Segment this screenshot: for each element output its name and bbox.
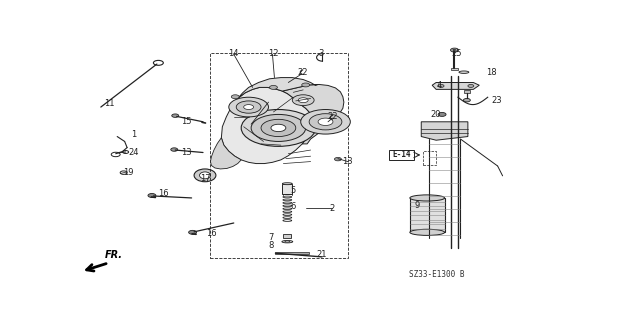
Text: 4: 4 — [436, 81, 442, 90]
Bar — [275, 252, 309, 255]
Text: 13: 13 — [342, 157, 353, 166]
Ellipse shape — [459, 71, 469, 73]
Polygon shape — [221, 87, 313, 164]
Circle shape — [301, 83, 310, 87]
Circle shape — [309, 114, 342, 130]
Circle shape — [298, 98, 308, 103]
Text: 18: 18 — [486, 68, 497, 77]
Polygon shape — [237, 78, 318, 99]
Ellipse shape — [200, 172, 211, 179]
Bar — [464, 90, 470, 93]
Text: 13: 13 — [181, 148, 192, 157]
Text: 17: 17 — [200, 174, 211, 183]
Text: 14: 14 — [228, 48, 239, 57]
Circle shape — [335, 157, 341, 161]
Circle shape — [244, 105, 253, 109]
Circle shape — [236, 101, 261, 113]
Circle shape — [231, 95, 239, 99]
Text: 19: 19 — [124, 168, 134, 177]
Ellipse shape — [194, 169, 216, 182]
Text: 9: 9 — [415, 201, 420, 210]
Bar — [210, 53, 348, 258]
Text: E-14: E-14 — [392, 151, 411, 160]
Circle shape — [229, 97, 269, 117]
Circle shape — [172, 114, 179, 117]
Text: 3: 3 — [318, 48, 323, 57]
Polygon shape — [282, 85, 344, 144]
Ellipse shape — [282, 241, 292, 243]
Bar — [282, 184, 292, 194]
Circle shape — [269, 85, 277, 89]
Circle shape — [463, 99, 470, 102]
Text: 5: 5 — [291, 186, 296, 195]
Circle shape — [148, 194, 156, 197]
Circle shape — [318, 118, 333, 125]
Text: SZ33-E1300 B: SZ33-E1300 B — [410, 270, 465, 279]
Text: 1: 1 — [131, 130, 136, 138]
Circle shape — [251, 115, 306, 141]
Polygon shape — [211, 138, 241, 169]
Bar — [410, 198, 445, 232]
Text: 6: 6 — [291, 202, 296, 211]
Text: 25: 25 — [452, 49, 462, 58]
Circle shape — [292, 95, 314, 106]
Text: FR.: FR. — [105, 250, 123, 260]
Bar — [423, 151, 436, 165]
Text: 21: 21 — [317, 250, 327, 259]
Text: 22: 22 — [328, 112, 338, 122]
Circle shape — [451, 48, 458, 52]
Circle shape — [438, 85, 444, 87]
Text: 22: 22 — [297, 68, 307, 77]
Bar — [284, 234, 291, 238]
Text: 15: 15 — [181, 117, 192, 126]
Ellipse shape — [282, 183, 292, 185]
Text: 23: 23 — [492, 96, 502, 105]
Circle shape — [189, 230, 196, 234]
Text: 12: 12 — [268, 48, 278, 57]
Text: 11: 11 — [104, 99, 115, 108]
Polygon shape — [432, 83, 479, 89]
Ellipse shape — [410, 195, 445, 201]
Text: 16: 16 — [206, 229, 217, 238]
Bar — [451, 68, 458, 70]
Circle shape — [301, 109, 350, 134]
Text: 2: 2 — [330, 204, 335, 213]
Ellipse shape — [285, 241, 290, 242]
Text: 16: 16 — [158, 189, 169, 197]
Circle shape — [468, 85, 474, 87]
Circle shape — [271, 124, 286, 132]
Circle shape — [261, 119, 296, 137]
Text: 20: 20 — [431, 110, 442, 119]
Text: 8: 8 — [268, 241, 274, 249]
Text: 24: 24 — [128, 148, 139, 157]
Text: 7: 7 — [268, 233, 274, 242]
FancyBboxPatch shape — [388, 150, 414, 160]
Ellipse shape — [410, 229, 445, 235]
Circle shape — [241, 109, 316, 146]
Polygon shape — [421, 122, 468, 140]
Circle shape — [438, 113, 446, 116]
Circle shape — [171, 148, 178, 151]
